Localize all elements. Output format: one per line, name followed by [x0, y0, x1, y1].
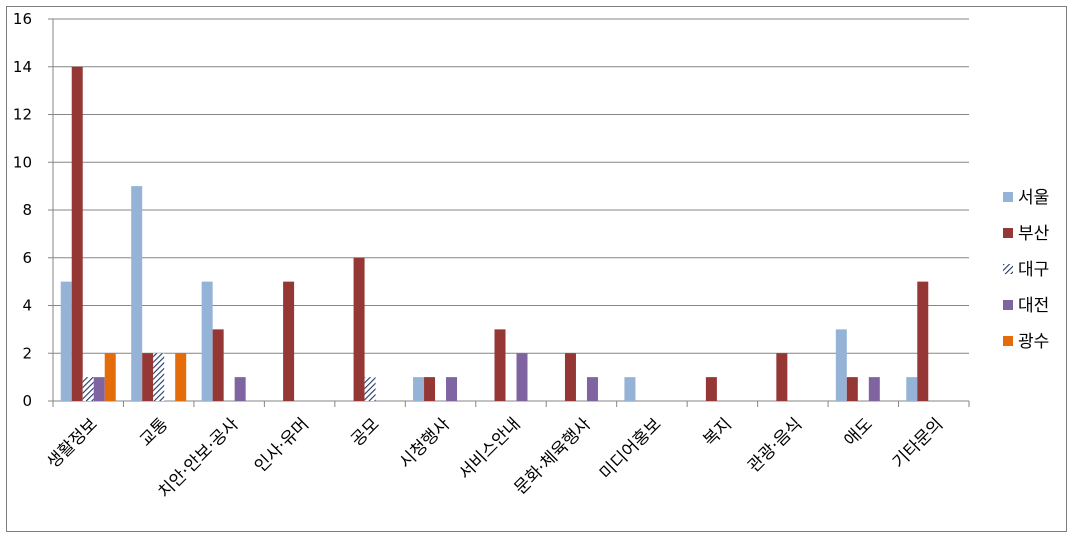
bar-대구-공모	[364, 377, 376, 401]
legend-swatch	[1003, 336, 1013, 346]
bar-대구-생활정보	[82, 377, 94, 401]
x-tick-label: 서비스안내	[455, 414, 524, 483]
x-tick-label: 관광·음식	[744, 414, 806, 476]
bar-부산-애도	[846, 377, 858, 401]
y-tick-label: 0	[22, 392, 32, 410]
bar-광수-생활정보	[104, 353, 116, 401]
y-tick-label: 12	[13, 106, 32, 124]
bars	[60, 66, 929, 401]
chart-frame	[6, 6, 1067, 532]
x-tick-label: 생활정보	[43, 414, 101, 472]
bar-광수-교통	[175, 353, 187, 401]
y-tick-labels: 0 2 4 6 8 10 12 14 16	[13, 10, 32, 410]
bar-부산-기타문의	[917, 281, 929, 401]
bar-서울-치안·안보·공사	[201, 281, 213, 401]
legend-swatch	[1003, 300, 1013, 310]
bar-대구-교통	[153, 353, 165, 401]
y-tick-label: 8	[22, 201, 32, 219]
x-tick-label: 미디어홍보	[596, 414, 665, 483]
bar-서울-생활정보	[60, 281, 72, 401]
bar-부산-교통	[142, 353, 154, 401]
bar-부산-문화·체육행사	[564, 353, 576, 401]
x-tick-label: 복지	[700, 414, 736, 450]
axes	[48, 18, 970, 407]
bar-부산-생활정보	[71, 66, 83, 401]
bar-서울-애도	[835, 329, 847, 401]
y-tick-label: 6	[22, 249, 32, 267]
bar-부산-공모	[353, 257, 365, 401]
legend-label: 광수	[1018, 332, 1049, 352]
bar-대전-치안·안보·공사	[234, 377, 246, 401]
bar-부산-관광·음식	[776, 353, 788, 401]
x-tick-label: 애도	[841, 414, 877, 450]
legend-label: 대전	[1018, 296, 1049, 316]
legend-swatch	[1003, 228, 1013, 238]
bar-부산-서비스안내	[494, 329, 506, 401]
legend-label: 부산	[1018, 224, 1050, 244]
bar-부산-인사·유머	[283, 281, 295, 401]
y-tick-label: 10	[13, 153, 32, 171]
x-tick-label: 인사·유머	[251, 414, 313, 476]
bar-서울-시청행사	[413, 377, 425, 401]
x-tick-label: 공모	[347, 414, 383, 450]
gridlines	[53, 18, 969, 354]
bar-대전-서비스안내	[516, 353, 528, 401]
x-tick-label: 기타문의	[889, 414, 947, 472]
bar-서울-미디어홍보	[624, 377, 636, 401]
x-tick-label: 시청행사	[396, 414, 455, 473]
legend-swatch	[1003, 264, 1013, 274]
bar-대전-시청행사	[446, 377, 458, 401]
bar-대전-생활정보	[93, 377, 105, 401]
x-tick-label: 교통	[136, 414, 172, 450]
bar-부산-치안·안보·공사	[212, 329, 224, 401]
bar-부산-복지	[705, 377, 717, 401]
y-tick-label: 4	[22, 297, 32, 315]
legend-label: 대구	[1018, 260, 1049, 280]
y-tick-label: 14	[13, 58, 32, 76]
bar-대전-애도	[868, 377, 880, 401]
legend-label: 서울	[1018, 188, 1049, 208]
bar-서울-기타문의	[906, 377, 918, 401]
legend-swatch	[1003, 192, 1013, 202]
bar-대전-문화·체육행사	[586, 377, 598, 401]
bar-서울-교통	[131, 186, 143, 401]
y-tick-label: 16	[13, 10, 32, 28]
x-tick-label: 문화·체육행사	[511, 414, 596, 499]
bar-부산-시청행사	[424, 377, 436, 401]
y-tick-label: 2	[22, 344, 32, 362]
